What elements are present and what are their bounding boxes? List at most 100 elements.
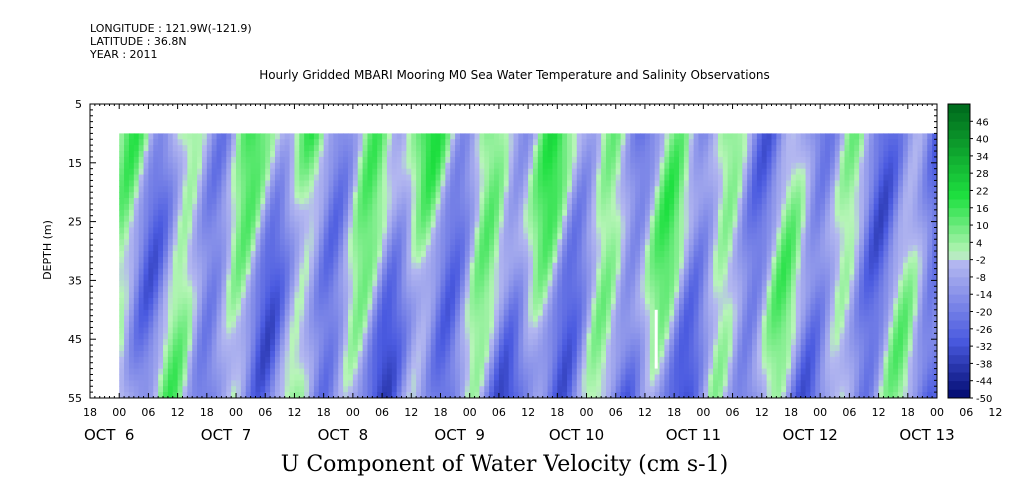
heatmap-cell: [352, 274, 359, 281]
heatmap-cell: [523, 339, 529, 346]
heatmap-cell: [289, 345, 296, 352]
heatmap-cell: [236, 368, 242, 376]
heatmap-cell: [562, 227, 568, 234]
heatmap-cell: [148, 203, 154, 211]
heatmap-cell: [562, 315, 568, 323]
heatmap-cell: [567, 180, 573, 187]
heatmap-cell: [226, 280, 232, 287]
heatmap-cell: [299, 303, 305, 311]
heatmap-cell: [211, 262, 218, 270]
heatmap-cell: [542, 286, 549, 293]
heatmap-cell: [128, 303, 135, 311]
heatmap-cell: [382, 168, 388, 176]
heatmap-cell: [245, 221, 252, 229]
heatmap-cell: [503, 162, 510, 170]
heatmap-cell: [377, 192, 383, 199]
heatmap-cell: [143, 356, 150, 364]
heatmap-cell: [644, 139, 651, 146]
heatmap-cell: [523, 286, 529, 293]
heatmap-cell: [532, 345, 539, 352]
heatmap-cell: [197, 151, 203, 158]
heatmap-cell: [421, 303, 427, 311]
heatmap-cell: [226, 239, 232, 246]
heatmap-cell: [445, 350, 451, 358]
heatmap-cell: [357, 151, 364, 158]
heatmap-cell: [644, 303, 651, 311]
heatmap-cell: [216, 221, 223, 229]
heatmap-cell: [635, 350, 641, 358]
heatmap-cell: [367, 198, 373, 205]
heatmap-cell: [318, 215, 325, 223]
heatmap-cell: [489, 227, 495, 234]
heatmap-cell: [576, 327, 583, 334]
heatmap-cell: [372, 256, 378, 264]
heatmap-cell: [124, 168, 130, 176]
heatmap-cell: [518, 168, 524, 176]
heatmap-cell: [562, 392, 568, 398]
heatmap-cell: [435, 274, 442, 281]
heatmap-cell: [523, 239, 529, 246]
heatmap-cell: [294, 292, 300, 299]
heatmap-cell: [430, 315, 437, 323]
heatmap-cell: [445, 239, 451, 246]
heatmap-cell: [279, 298, 286, 305]
heatmap-cell: [250, 227, 257, 234]
heatmap-cell: [260, 192, 266, 199]
heatmap-cell: [430, 362, 437, 370]
heatmap-cell: [430, 356, 437, 364]
heatmap-cell: [124, 339, 130, 346]
heatmap-cell: [610, 139, 617, 146]
heatmap-cell: [289, 292, 296, 299]
heatmap-cell: [576, 156, 583, 164]
heatmap-cell: [299, 315, 305, 323]
heatmap-cell: [240, 333, 247, 340]
heatmap-cell: [255, 198, 261, 205]
heatmap-cell: [498, 151, 505, 158]
heatmap-cell: [279, 280, 286, 287]
heatmap-cell: [562, 256, 568, 264]
heatmap-cell: [571, 386, 578, 393]
heatmap-cell: [484, 268, 490, 276]
heatmap-cell: [605, 256, 612, 264]
heatmap-cell: [586, 339, 592, 346]
heatmap-cell: [182, 251, 188, 258]
heatmap-cell: [177, 251, 184, 258]
heatmap-cell: [484, 345, 490, 352]
heatmap-cell: [284, 392, 291, 398]
heatmap-cell: [372, 292, 378, 299]
heatmap-cell: [323, 274, 330, 281]
heatmap-cell: [455, 286, 461, 293]
heatmap-cell: [440, 298, 446, 305]
heatmap-cell: [445, 298, 451, 305]
heatmap-cell: [367, 286, 373, 293]
heatmap-cell: [367, 245, 373, 252]
heatmap-cell: [347, 274, 354, 281]
heatmap-cell: [411, 262, 417, 270]
heatmap-cell: [523, 203, 529, 211]
heatmap-cell: [401, 315, 408, 323]
heatmap-cell: [192, 233, 198, 240]
heatmap-cell: [138, 333, 145, 340]
heatmap-cell: [133, 198, 140, 205]
heatmap-cell: [177, 198, 184, 205]
heatmap-cell: [182, 286, 188, 293]
heatmap-cell: [498, 327, 505, 334]
heatmap-cell: [182, 156, 188, 164]
heatmap-cell: [299, 227, 305, 234]
heatmap-cell: [391, 245, 398, 252]
heatmap-cell: [586, 327, 592, 334]
heatmap-cell: [352, 386, 359, 393]
heatmap-cell: [309, 339, 315, 346]
heatmap-cell: [138, 392, 145, 398]
heatmap-cell: [343, 374, 349, 381]
heatmap-cell: [401, 251, 408, 258]
heatmap-cell: [206, 392, 213, 398]
heatmap-cell: [270, 180, 276, 187]
heatmap-cell: [591, 386, 597, 393]
heatmap-cell: [211, 209, 218, 217]
heatmap-cell: [148, 274, 154, 281]
heatmap-cell: [347, 374, 354, 381]
heatmap-cell: [411, 192, 417, 199]
heatmap-cell: [537, 356, 544, 364]
heatmap-cell: [143, 280, 150, 287]
